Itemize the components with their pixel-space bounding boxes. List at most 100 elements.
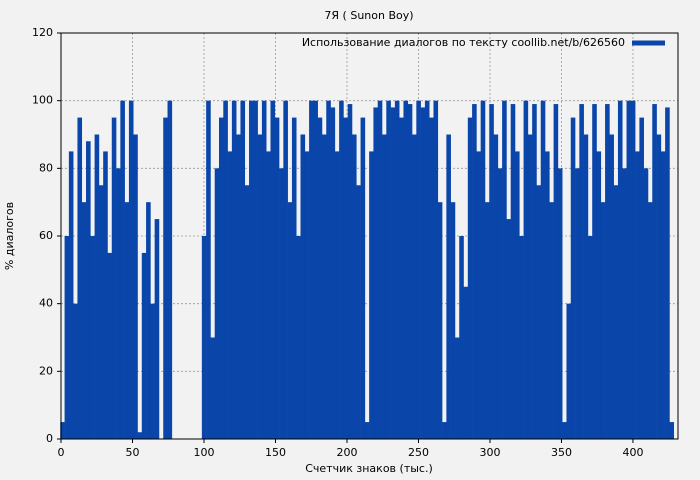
bar: [326, 100, 331, 440]
bar: [107, 252, 113, 439]
x-tick-label: 400: [622, 446, 643, 459]
bar: [317, 117, 323, 439]
bar: [364, 422, 370, 439]
bar: [579, 104, 584, 440]
bar: [506, 219, 512, 439]
bar: [562, 422, 567, 439]
bar: [373, 107, 379, 439]
chart-title: 7Я ( Sunon Boy): [324, 9, 413, 22]
bar: [596, 151, 602, 439]
bar: [266, 151, 271, 439]
bar: [309, 100, 314, 440]
x-tick-label: 50: [125, 446, 139, 459]
bar: [219, 117, 224, 439]
x-tick-label: 200: [336, 446, 357, 459]
x-tick-label: 0: [58, 446, 65, 459]
bar: [532, 104, 537, 440]
bar: [540, 100, 546, 440]
bar: [600, 202, 606, 439]
bar: [630, 100, 636, 440]
bar: [459, 236, 464, 439]
bar: [476, 151, 481, 439]
x-tick-label: 350: [551, 446, 572, 459]
bar: [386, 100, 391, 440]
bar: [347, 104, 353, 440]
bar: [553, 104, 559, 440]
bar: [77, 117, 83, 439]
bar: [605, 104, 610, 440]
bar: [244, 185, 250, 439]
plot-frame: [60, 32, 679, 440]
bar: [587, 236, 593, 439]
bar: [493, 134, 499, 439]
bar: [514, 151, 520, 439]
bar: [570, 117, 576, 439]
bar: [484, 202, 490, 439]
bar: [137, 432, 143, 439]
y-tick-label: 40: [39, 297, 53, 310]
bar: [575, 168, 580, 440]
bar: [407, 104, 413, 440]
legend-label: Использование диалогов по тексту coollib…: [302, 36, 625, 49]
x-tick-label: 100: [193, 446, 214, 459]
bar: [450, 202, 456, 439]
bar: [643, 168, 649, 440]
bar: [617, 100, 623, 440]
bar: [523, 100, 529, 440]
bar: [103, 151, 108, 439]
bar: [545, 151, 550, 439]
bar: [81, 202, 87, 439]
bar: [283, 100, 288, 440]
bar: [356, 185, 361, 439]
bar: [416, 100, 421, 440]
bar: [300, 134, 306, 439]
x-tick-label: 250: [408, 446, 429, 459]
bar: [369, 151, 374, 439]
bar: [592, 104, 597, 440]
bar: [549, 202, 554, 439]
bar: [236, 134, 241, 439]
bar: [64, 236, 70, 439]
y-axis-label: % диалогов: [3, 202, 16, 270]
bar: [167, 100, 173, 440]
x-tick-label: 300: [479, 446, 500, 459]
bar: [377, 100, 383, 440]
bar: [669, 422, 675, 439]
bar: [163, 117, 168, 439]
bar: [566, 303, 572, 439]
x-axis-label: Счетчик знаков (тыс.): [305, 462, 433, 475]
bar: [120, 100, 125, 440]
bar: [206, 100, 211, 440]
bar: [454, 337, 460, 439]
bar: [446, 134, 451, 439]
y-tick-label: 0: [46, 432, 53, 445]
bar: [257, 134, 263, 439]
bar: [626, 100, 632, 440]
bar: [133, 134, 138, 439]
bar: [279, 168, 284, 440]
bar: [390, 107, 396, 439]
bar: [201, 236, 207, 439]
bar: [420, 107, 426, 439]
bar: [403, 100, 409, 440]
bar: [223, 100, 228, 440]
bar: [527, 134, 533, 439]
bar: [463, 286, 469, 439]
bar: [622, 168, 627, 440]
bar: [253, 100, 258, 440]
bar: [304, 151, 310, 439]
bar: [399, 117, 404, 439]
bar: [665, 107, 670, 439]
bar: [472, 104, 477, 440]
bar: [609, 134, 614, 439]
bar: [339, 100, 344, 440]
bar: [647, 202, 653, 439]
bar: [433, 100, 439, 440]
bar: [227, 151, 233, 439]
bar: [240, 100, 246, 440]
bar: [73, 303, 78, 439]
bar: [313, 100, 318, 440]
bar: [437, 202, 443, 439]
y-tick-label: 80: [39, 161, 53, 174]
y-tick-label: 120: [32, 26, 53, 39]
